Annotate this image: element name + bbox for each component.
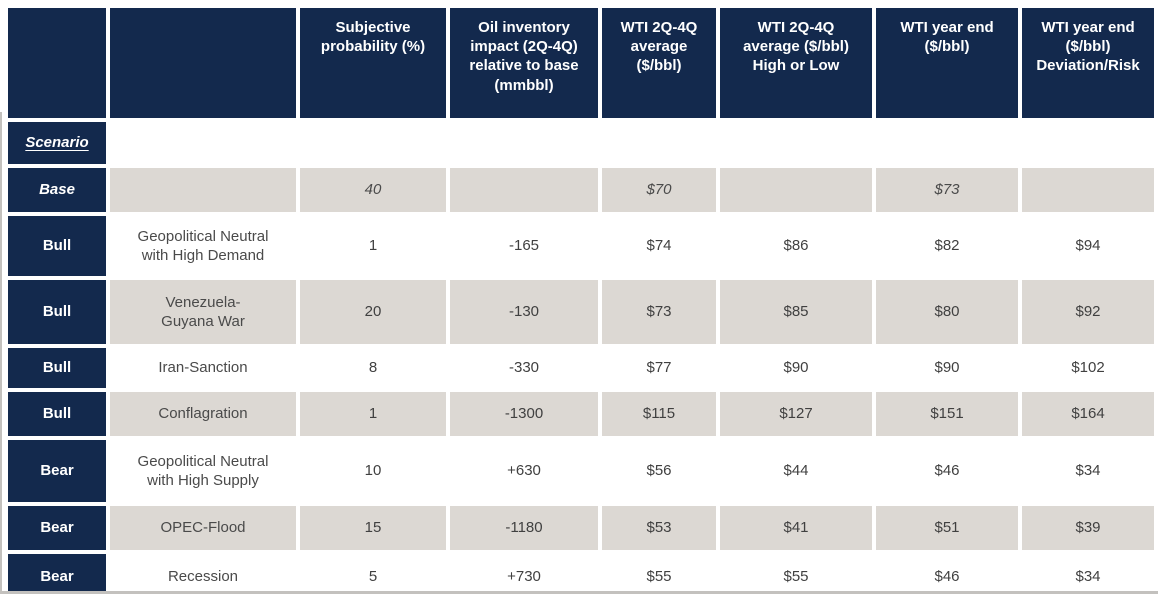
wti-year-end-cell: $90 [934,359,960,377]
scenario-name-cell: Iran-Sanction [158,359,248,377]
inventory-impact-cell: -165 [508,237,540,255]
scenario-type-cell: Bull [8,348,106,388]
wti-high-low-cell: $41 [720,506,872,550]
table-row-bull-conflagration: Bull Conflagration 1 -1300 $115 $127 $15… [8,392,1154,436]
inventory-impact-cell: -1300 [450,392,598,436]
wti-avg-cell: $77 [646,359,672,377]
wti-deviation-cell [1022,168,1154,212]
table-left-border [0,112,2,593]
scenario-name-cell: Recession [167,568,239,586]
wti-avg-cell: $73 [602,280,716,344]
empty-cell [1022,122,1154,164]
wti-high-low-cell: $85 [720,280,872,344]
wti-high-low-cell: $44 [783,462,809,480]
scenario-name-cell [110,168,296,212]
probability-cell: 10 [364,462,382,480]
wti-year-end-cell: $51 [876,506,1018,550]
probability-cell: 40 [300,168,446,212]
scenario-section-label-text: Scenario [25,134,89,152]
table-row-bull-iran: Bull Iran-Sanction 8 -330 $77 $90 $90 $1… [8,348,1154,388]
table-row-bear-recession: Bear Recession 5 +730 $55 $55 $46 $34 [8,554,1154,594]
header-wti-avg: WTI 2Q-4Q average ($/bbl) [602,8,716,118]
wti-high-low-cell [720,168,872,212]
probability-cell: 8 [368,359,378,377]
table-row-bull-geo-demand: Bull Geopolitical Neutral with High Dema… [8,216,1154,276]
table-bottom-border [0,591,1158,594]
scenario-type-cell: Base [8,168,106,212]
wti-avg-cell: $56 [646,462,672,480]
scenario-type-cell: Bull [8,392,106,436]
wti-high-low-cell: $55 [783,568,809,586]
header-wti-avg-high-low: WTI 2Q-4Q average ($/bbl) High or Low [720,8,872,118]
wti-high-low-cell: $127 [720,392,872,436]
wti-deviation-cell: $39 [1022,506,1154,550]
scenario-name-cell: Geopolitical Neutral with High Demand [137,227,269,264]
wti-deviation-cell: $164 [1022,392,1154,436]
header-subjective-probability: Subjective probability (%) [300,8,446,118]
probability-cell: 1 [368,237,378,255]
empty-cell [110,122,296,164]
scenario-name-cell: Conflagration [110,392,296,436]
table-row-bear-geo-supply: Bear Geopolitical Neutral with High Supp… [8,440,1154,502]
wti-avg-cell: $115 [602,392,716,436]
empty-cell [450,122,598,164]
wti-high-low-cell: $86 [783,237,809,255]
wti-avg-cell: $55 [646,568,672,586]
scenario-type-cell: Bull [8,280,106,344]
inventory-impact-cell: -130 [450,280,598,344]
probability-cell: 15 [300,506,446,550]
inventory-impact-cell: +630 [507,462,541,480]
scenario-type-cell: Bear [8,506,106,550]
scenario-name-cell: OPEC-Flood [110,506,296,550]
scenario-name-cell: Venezuela- Guyana War [110,280,296,344]
table-row-bear-opec: Bear OPEC-Flood 15 -1180 $53 $41 $51 $39 [8,506,1154,550]
empty-cell [720,122,872,164]
wti-avg-cell: $53 [602,506,716,550]
wti-year-end-cell: $151 [876,392,1018,436]
inventory-impact-cell: -330 [508,359,540,377]
scenario-section-label: Scenario [8,122,106,164]
probability-cell: 1 [300,392,446,436]
header-scenario-type [8,8,106,118]
wti-deviation-cell: $92 [1022,280,1154,344]
wti-year-end-cell: $46 [934,568,960,586]
scenario-section-row: Scenario [8,122,1154,164]
scenario-type-cell: Bear [8,440,106,502]
scenario-type-cell: Bear [8,554,106,594]
header-wti-year-end-deviation: WTI year end ($/bbl) Deviation/Risk [1022,8,1154,118]
wti-high-low-cell: $90 [783,359,809,377]
wti-deviation-cell: $34 [1075,568,1101,586]
scenario-type-cell: Bull [8,216,106,276]
table-header-row: Subjective probability (%) Oil inventory… [8,8,1154,118]
probability-cell: 20 [300,280,446,344]
scenario-table: Subjective probability (%) Oil inventory… [4,4,1158,594]
wti-year-end-cell: $82 [934,237,960,255]
wti-year-end-cell: $46 [934,462,960,480]
wti-year-end-cell: $73 [876,168,1018,212]
wti-avg-cell: $70 [602,168,716,212]
inventory-impact-cell [450,168,598,212]
header-wti-year-end: WTI year end ($/bbl) [876,8,1018,118]
inventory-impact-cell: +730 [507,568,541,586]
wti-deviation-cell: $34 [1075,462,1101,480]
wti-deviation-cell: $94 [1075,237,1101,255]
probability-cell: 5 [368,568,378,586]
header-scenario-name [110,8,296,118]
table-row-base: Base 40 $70 $73 [8,168,1154,212]
empty-cell [300,122,446,164]
wti-avg-cell: $74 [646,237,672,255]
header-oil-inventory-impact: Oil inventory impact (2Q-4Q) relative to… [450,8,598,118]
wti-deviation-cell: $102 [1071,359,1105,377]
wti-year-end-cell: $80 [876,280,1018,344]
scenario-name-cell: Geopolitical Neutral with High Supply [137,452,269,489]
table-row-bull-venezuela: Bull Venezuela- Guyana War 20 -130 $73 $… [8,280,1154,344]
empty-cell [876,122,1018,164]
inventory-impact-cell: -1180 [450,506,598,550]
empty-cell [602,122,716,164]
